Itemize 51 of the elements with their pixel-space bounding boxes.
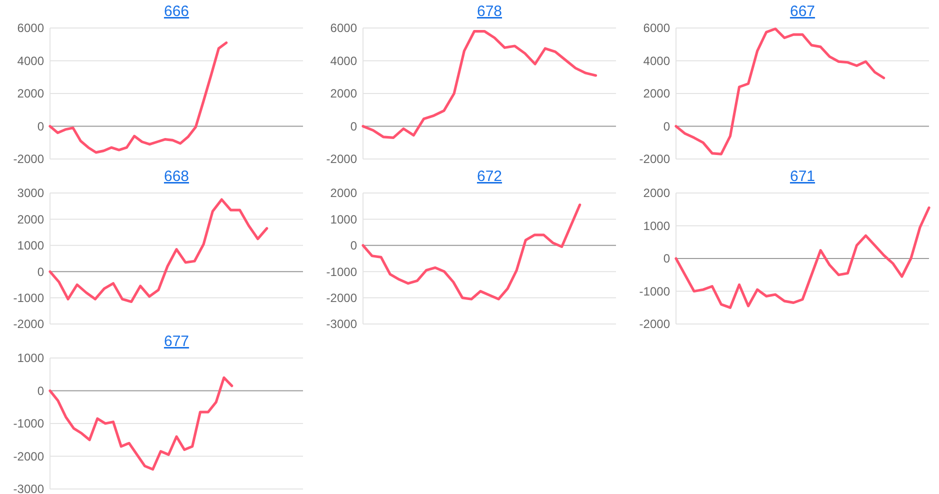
y-tick-label: -1000 (326, 264, 358, 279)
line-series (674, 206, 930, 309)
chart-title: 678 (476, 3, 502, 20)
line-series (48, 376, 234, 471)
y-tick-label: 4000 (643, 54, 670, 68)
chart-title: 671 (790, 168, 816, 185)
y-tick-label: -2000 (13, 317, 44, 332)
y-tick-label: 0 (37, 264, 44, 279)
y-tick-label: 6000 (330, 21, 358, 36)
y-tick-label: 3000 (17, 186, 44, 200)
y-tick-label: 0 (350, 119, 358, 134)
y-tick-label: 0 (663, 119, 670, 134)
chart-title: 667 (790, 3, 816, 20)
line-series (674, 28, 886, 156)
y-tick-label: 2000 (17, 86, 44, 101)
y-tick-label: -3000 (326, 317, 358, 332)
y-tick-label: 1000 (17, 351, 44, 366)
line-series (48, 198, 268, 304)
y-tick-label: 1000 (643, 218, 670, 233)
y-tick-label: -2000 (13, 449, 44, 464)
chart-title: 672 (476, 168, 502, 185)
y-tick-label: 2000 (643, 186, 670, 200)
chart-title: 677 (164, 333, 190, 350)
y-tick-label: -2000 (326, 152, 358, 166)
line-series (362, 30, 598, 140)
line-series (362, 203, 582, 300)
y-tick-label: 0 (663, 252, 670, 266)
y-tick-label: 2000 (643, 86, 670, 101)
y-tick-label: 4000 (330, 54, 358, 68)
y-tick-label: 2000 (330, 186, 358, 200)
y-tick-label: -2000 (13, 152, 44, 166)
y-tick-label: -1000 (13, 416, 44, 431)
chart-title: 668 (164, 168, 190, 185)
y-tick-label: -2000 (639, 152, 670, 166)
y-tick-label: 2000 (330, 86, 358, 101)
chart-title: 666 (164, 3, 190, 20)
y-tick-label: -2000 (639, 317, 670, 332)
y-tick-label: 4000 (17, 54, 44, 68)
y-tick-label: 0 (350, 238, 358, 253)
y-tick-label: 6000 (643, 21, 670, 36)
y-tick-label: -1000 (639, 284, 670, 298)
line-series (48, 41, 228, 154)
y-tick-label: 6000 (17, 21, 44, 36)
y-tick-label: -1000 (13, 291, 44, 305)
y-tick-label: 0 (37, 119, 44, 134)
y-tick-label: 1000 (17, 238, 44, 253)
y-tick-label: -2000 (326, 291, 358, 305)
y-tick-label: 1000 (330, 212, 358, 226)
y-tick-label: 2000 (17, 212, 44, 226)
y-tick-label: -3000 (13, 482, 44, 494)
y-tick-label: 0 (37, 384, 44, 398)
